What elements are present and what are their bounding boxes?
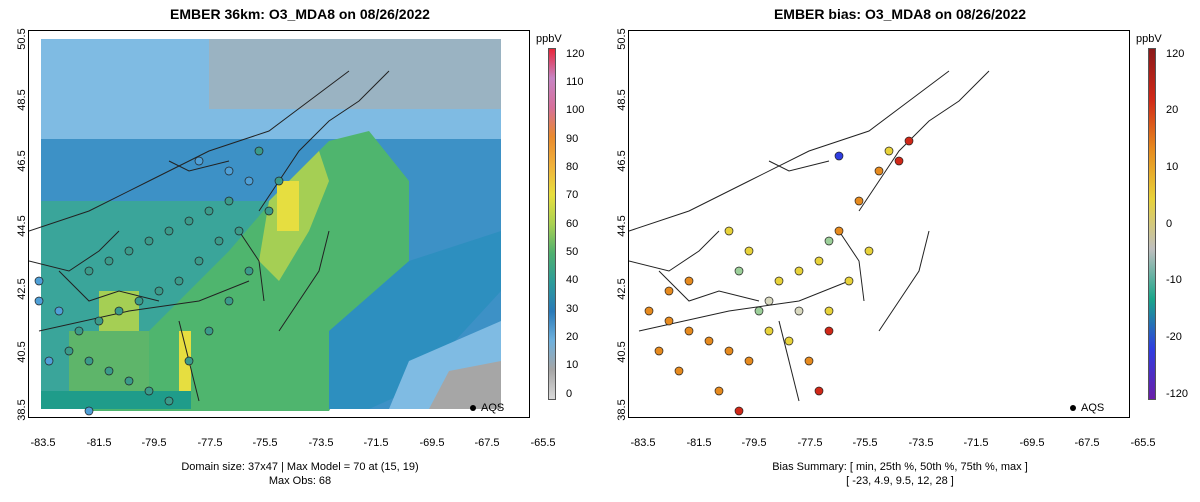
colorbar-tick: -20: [1166, 331, 1182, 343]
x-tick: -79.5: [141, 437, 167, 449]
y-tick: 38.5: [16, 399, 28, 421]
right-map-title: EMBER bias: O3_MDA8 on 08/26/2022: [773, 6, 1027, 22]
aqs-legend: AQS: [1070, 402, 1104, 414]
x-tick: -77.5: [797, 437, 823, 449]
x-tick: -75.5: [852, 437, 878, 449]
x-tick: -75.5: [252, 437, 278, 449]
colorbar: [548, 48, 556, 400]
colorbar-unit: ppbV: [536, 33, 562, 45]
x-tick: -79.5: [741, 437, 767, 449]
colorbar-tick: 70: [566, 189, 579, 201]
domain-caption: Domain size: 37x47 | Max Model = 70 at (…: [181, 461, 419, 473]
aqs-legend-label: AQS: [1081, 402, 1105, 414]
y-tick: 40.5: [16, 341, 28, 363]
colorbar-tick: 20: [1166, 104, 1179, 116]
colorbar-tick: 60: [566, 218, 579, 230]
bias-map: [628, 30, 1130, 418]
y-tick: 46.5: [16, 150, 28, 172]
colorbar-tick: 100: [566, 104, 585, 116]
colorbar-tick: 20: [566, 331, 579, 343]
aqs-legend-label: AQS: [481, 402, 505, 414]
aqs-legend: AQS: [470, 402, 504, 414]
aqs-marker-icon: [470, 405, 476, 412]
x-tick: -71.5: [963, 437, 989, 449]
bias-summary-caption: Bias Summary: [ min, 25th %, 50th %, 75t…: [772, 461, 1028, 473]
x-tick: -65.5: [530, 437, 556, 449]
colorbar-tick: 30: [566, 303, 579, 315]
x-tick: -73.5: [908, 437, 934, 449]
colorbar-tick: 120: [566, 48, 585, 60]
colorbar-tick: 10: [566, 359, 579, 371]
x-tick: -73.5: [308, 437, 334, 449]
bias-summary-values: [ -23, 4.9, 9.5, 12, 28 ]: [846, 475, 954, 487]
colorbar-tick: 120: [1166, 48, 1185, 60]
bias-panel: EMBER bias: O3_MDA8 on 08/26/2022 50.5 4…: [600, 0, 1200, 502]
colorbar-tick: 50: [566, 246, 579, 258]
colorbar: [1148, 48, 1156, 400]
y-tick: 42.5: [16, 278, 28, 300]
colorbar-tick: 90: [566, 133, 579, 145]
y-tick: 50.5: [616, 28, 628, 50]
colorbar-tick: -10: [1166, 274, 1182, 286]
colorbar-tick: 80: [566, 161, 579, 173]
left-map-title: EMBER 36km: O3_MDA8 on 08/26/2022: [170, 6, 430, 22]
y-tick: 42.5: [616, 278, 628, 300]
y-tick: 48.5: [16, 89, 28, 111]
x-tick: -67.5: [1074, 437, 1100, 449]
y-tick: 50.5: [16, 28, 28, 50]
y-tick: 40.5: [616, 341, 628, 363]
x-tick: -81.5: [686, 437, 712, 449]
colorbar-tick: 0: [566, 388, 573, 400]
aqs-marker-icon: [1070, 405, 1076, 412]
colorbar-tick: 110: [566, 76, 584, 88]
x-tick: -81.5: [86, 437, 112, 449]
x-tick: -83.5: [30, 437, 56, 449]
x-tick: -67.5: [474, 437, 500, 449]
x-tick: -69.5: [419, 437, 445, 449]
y-tick: 46.5: [616, 150, 628, 172]
x-tick: -65.5: [1130, 437, 1156, 449]
model-concentration-panel: EMBER 36km: O3_MDA8 on 08/26/2022 50.5 4…: [16, 6, 585, 487]
y-tick: 44.5: [616, 215, 628, 237]
max-obs-caption: Max Obs: 68: [268, 475, 332, 487]
y-tick: 38.5: [616, 399, 628, 421]
x-tick: -71.5: [363, 437, 389, 449]
colorbar-unit: ppbV: [1136, 33, 1162, 45]
colorbar-tick: 0: [1166, 218, 1173, 230]
x-tick: -69.5: [1019, 437, 1045, 449]
colorbar-tick: 10: [1166, 161, 1179, 173]
concentration-map: [28, 30, 530, 418]
x-tick: -77.5: [197, 437, 223, 449]
colorbar-tick: -120: [1166, 388, 1189, 400]
x-tick: -83.5: [630, 437, 656, 449]
colorbar-tick: 40: [566, 274, 579, 286]
y-tick: 44.5: [16, 215, 28, 237]
y-tick: 48.5: [616, 89, 628, 111]
